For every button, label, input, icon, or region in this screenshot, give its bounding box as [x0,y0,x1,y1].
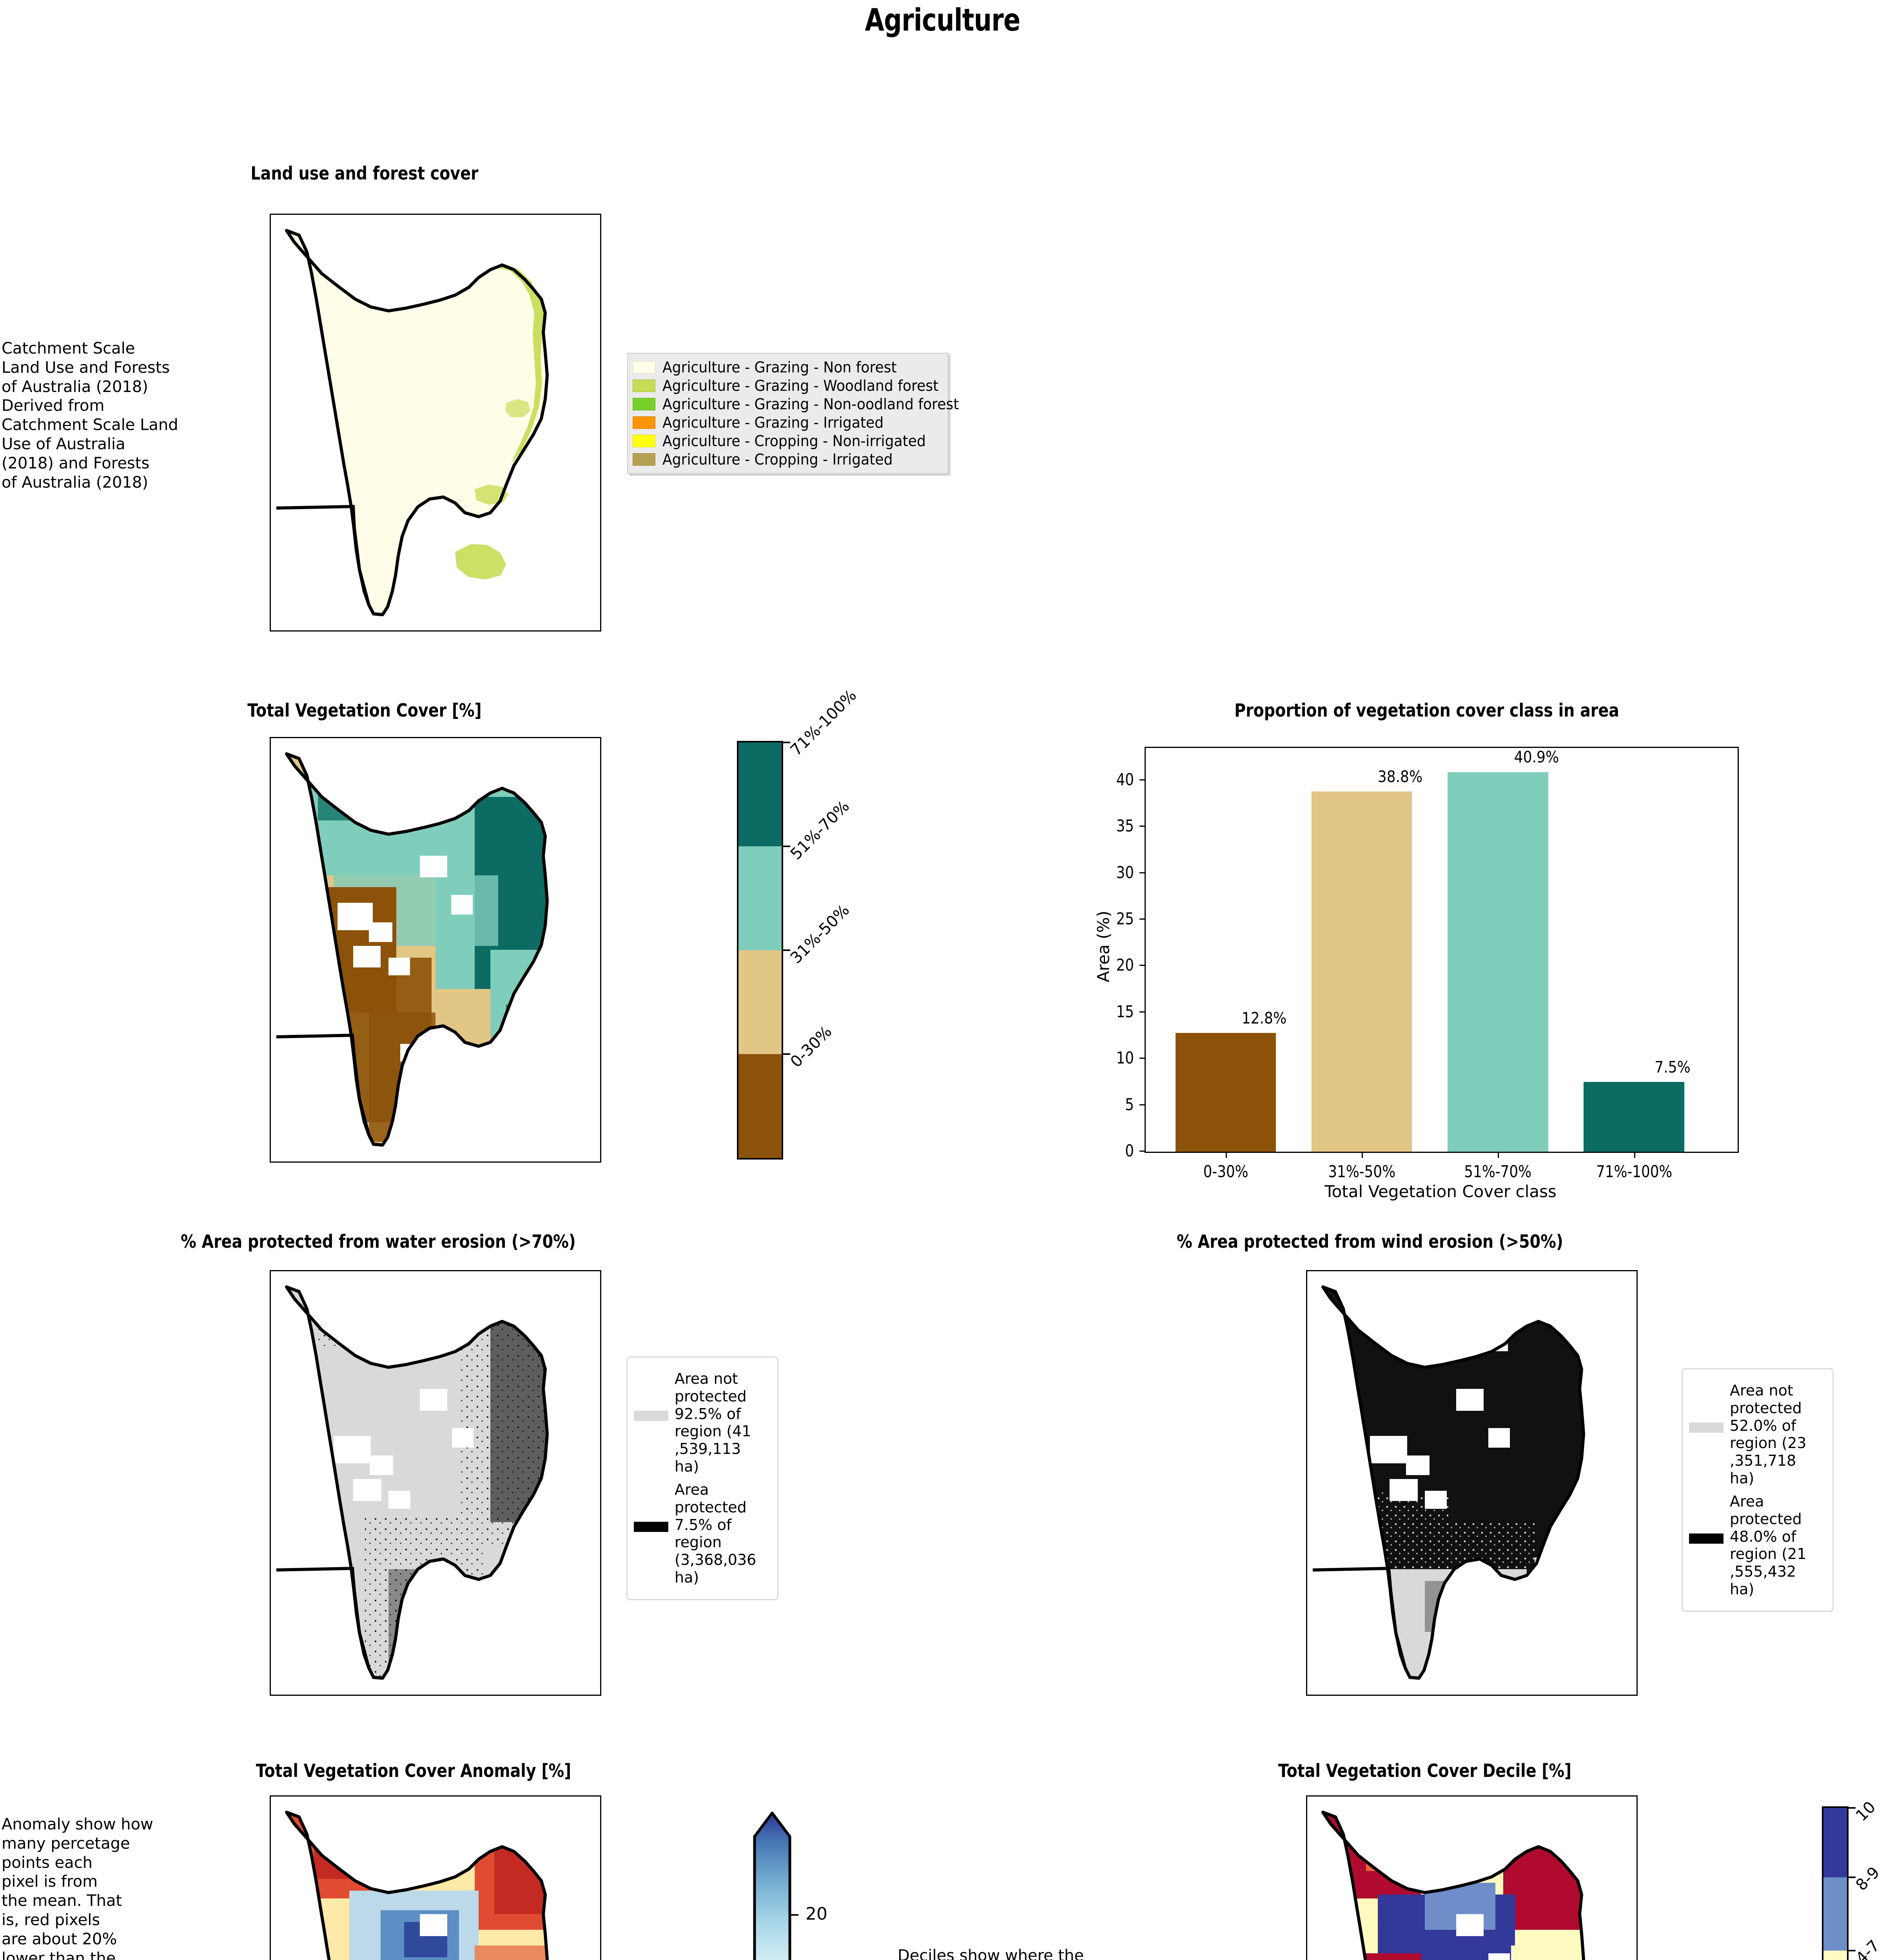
y-axis-label: Area (%) [1094,911,1113,982]
bar-31-50[interactable] [1311,791,1412,1152]
x-tick-label-71-100: 71%-100% [1596,1162,1672,1181]
y-tick-label-20: 20 [1116,955,1134,975]
vegcover-map-canvas [276,752,549,1147]
colorbar-label-0-30: 0-30% [787,1022,836,1071]
bar-chart[interactable]: 12.8% 38.8% 40.9% 7.5% 0 5 10 15 20 25 3… [1116,747,1739,1181]
list-item: Area not protected 52.0% of region (23 ,… [1689,1382,1826,1487]
decile-map[interactable] [1306,1795,1638,1960]
list-item: Agriculture - Grazing - Non forest [633,359,942,376]
x-tick-label-0-30: 0-30% [1203,1162,1248,1181]
legend-label-protected: Area protected 7.5% of region (3,368,036… [675,1481,757,1586]
bar-0-30[interactable] [1175,1033,1276,1152]
bar-value-label-31-50: 38.8% [1378,768,1423,786]
vegcover-panel-title: Total Vegetation Cover [%] [247,700,482,721]
landuse-source-note: Catchment Scale Land Use and Forests of … [2,339,178,492]
colorbar-segment-51-70 [738,846,782,950]
landuse-panel-title: Land use and forest cover [250,163,479,184]
list-item: Agriculture - Cropping - Non-irrigated [633,432,942,450]
legend-label-protected: Area protected 48.0% of region (21 ,555,… [1730,1492,1807,1598]
list-item: Area not protected 92.5% of region (41 ,… [634,1370,771,1475]
anomaly-title: Total Vegetation Cover Anomaly [%] [256,1760,571,1781]
wind-erosion-map-canvas [1312,1285,1585,1680]
legend-swatch-not-protected [634,1411,668,1421]
bar-value-label-51-70: 40.9% [1514,748,1559,767]
bar-71-100[interactable] [1584,1082,1685,1152]
legend-label: Agriculture - Cropping - Irrigated [662,451,893,468]
colorbar-segment-0-30 [738,1054,782,1158]
y-tick-label-40: 40 [1116,769,1134,789]
bar-51-70[interactable] [1448,772,1548,1152]
x-tick-label-51-70: 51%-70% [1464,1162,1532,1181]
page-title: Agriculture [865,3,1020,38]
decile-note: Deciles show where the pixel value lies … [898,1947,1084,1960]
y-tick-label-5: 5 [1125,1094,1134,1114]
legend-swatch [633,379,655,392]
wind-erosion-map[interactable] [1306,1270,1638,1696]
wind-erosion-legend[interactable]: Area not protected 52.0% of region (23 ,… [1682,1368,1834,1612]
decile-map-canvas [1321,1811,1585,1960]
y-tick-label-0: 0 [1125,1141,1134,1160]
x-tick-label-31-50: 31%-50% [1328,1162,1395,1181]
y-tick-label-35: 35 [1116,816,1134,836]
legend-swatch [633,398,655,410]
colorbar-label-51-70: 51%-70% [787,797,853,864]
water-erosion-legend[interactable]: Area not protected 92.5% of region (41 ,… [626,1356,778,1600]
colorbar-segment-4-7 [1823,1950,1847,1960]
x-axis-label: Total Vegetation Cover class [1324,1182,1557,1201]
legend-swatch [633,416,655,429]
legend-label: Agriculture - Grazing - Non forest [662,359,897,376]
decile-colorbar[interactable]: 10 8-9 4-7 2-3 1 [1822,1798,1883,1960]
y-tick-label-15: 15 [1116,1002,1134,1021]
list-item: Agriculture - Grazing - Irrigated [633,414,942,431]
legend-label: Agriculture - Grazing - Woodland forest [662,377,939,394]
colorbar-label-31-50: 31%-50% [787,901,853,967]
colorbar-segment-10 [1823,1808,1847,1877]
legend-label: Agriculture - Grazing - Irrigated [662,414,884,431]
anomaly-colorbar-gradient [753,1811,791,1960]
legend-label: Agriculture - Grazing - Non-oodland fore… [662,396,959,413]
colorbar-segment-71-100 [738,742,782,846]
legend-label-not-protected: Area not protected 52.0% of region (23 ,… [1730,1382,1807,1487]
colorbar-segment-8-9 [1823,1877,1847,1951]
legend-label-not-protected: Area not protected 92.5% of region (41 ,… [675,1370,751,1475]
anomaly-map-canvas [285,1811,549,1960]
legend-swatch [633,453,655,466]
y-tick-label-10: 10 [1116,1048,1134,1068]
colorbar-segment-31-50 [738,950,782,1054]
decile-title: Total Vegetation Cover Decile [%] [1278,1760,1572,1781]
decile-label-10: 10 [1852,1798,1880,1825]
legend-swatch-protected [634,1521,668,1532]
vegcover-map[interactable] [270,737,601,1163]
landuse-legend[interactable]: Agriculture - Grazing - Non forest Agric… [627,353,959,474]
anomaly-colorbar[interactable]: 20 10 0 −10 −20 [751,1801,884,1960]
anomaly-tick-20: 20 [806,1904,827,1924]
legend-swatch [633,435,655,447]
barchart-title: Proportion of vegetation cover class in … [1234,700,1619,721]
wind-erosion-title: % Area protected from wind erosion (>50%… [1177,1231,1563,1252]
anomaly-map[interactable] [270,1795,601,1960]
list-item: Area protected 7.5% of region (3,368,036… [634,1481,771,1586]
list-item: Agriculture - Cropping - Irrigated [633,451,942,468]
decile-label-4-7: 4-7 [1852,1936,1883,1960]
legend-swatch-not-protected [1689,1423,1724,1433]
list-item: Agriculture - Grazing - Woodland forest [633,377,942,394]
vegcover-colorbar[interactable]: 71%-100% 51%-70% 31%-50% 0-30% [737,686,860,1160]
bar-value-label-71-100: 7.5% [1655,1058,1691,1077]
bar-value-label-0-30: 12.8% [1241,1009,1287,1027]
list-item: Agriculture - Grazing - Non-oodland fore… [633,396,959,413]
legend-swatch [633,361,655,374]
water-erosion-title: % Area protected from water erosion (>70… [181,1231,576,1252]
water-erosion-map[interactable] [270,1270,601,1696]
landuse-map[interactable] [270,214,601,632]
water-erosion-map-canvas [276,1285,549,1680]
legend-swatch-protected [1689,1533,1724,1544]
y-tick-label-25: 25 [1116,909,1134,929]
decile-label-8-9: 8-9 [1852,1863,1883,1895]
y-tick-label-30: 30 [1116,862,1134,882]
list-item: Area protected 48.0% of region (21 ,555,… [1689,1493,1826,1598]
legend-label: Agriculture - Cropping - Non-irrigated [662,432,926,450]
colorbar-label-71-100: 71%-100% [787,686,860,760]
landuse-map-canvas [276,229,549,616]
anomaly-note: Anomaly show how many percetage points e… [2,1815,153,1960]
